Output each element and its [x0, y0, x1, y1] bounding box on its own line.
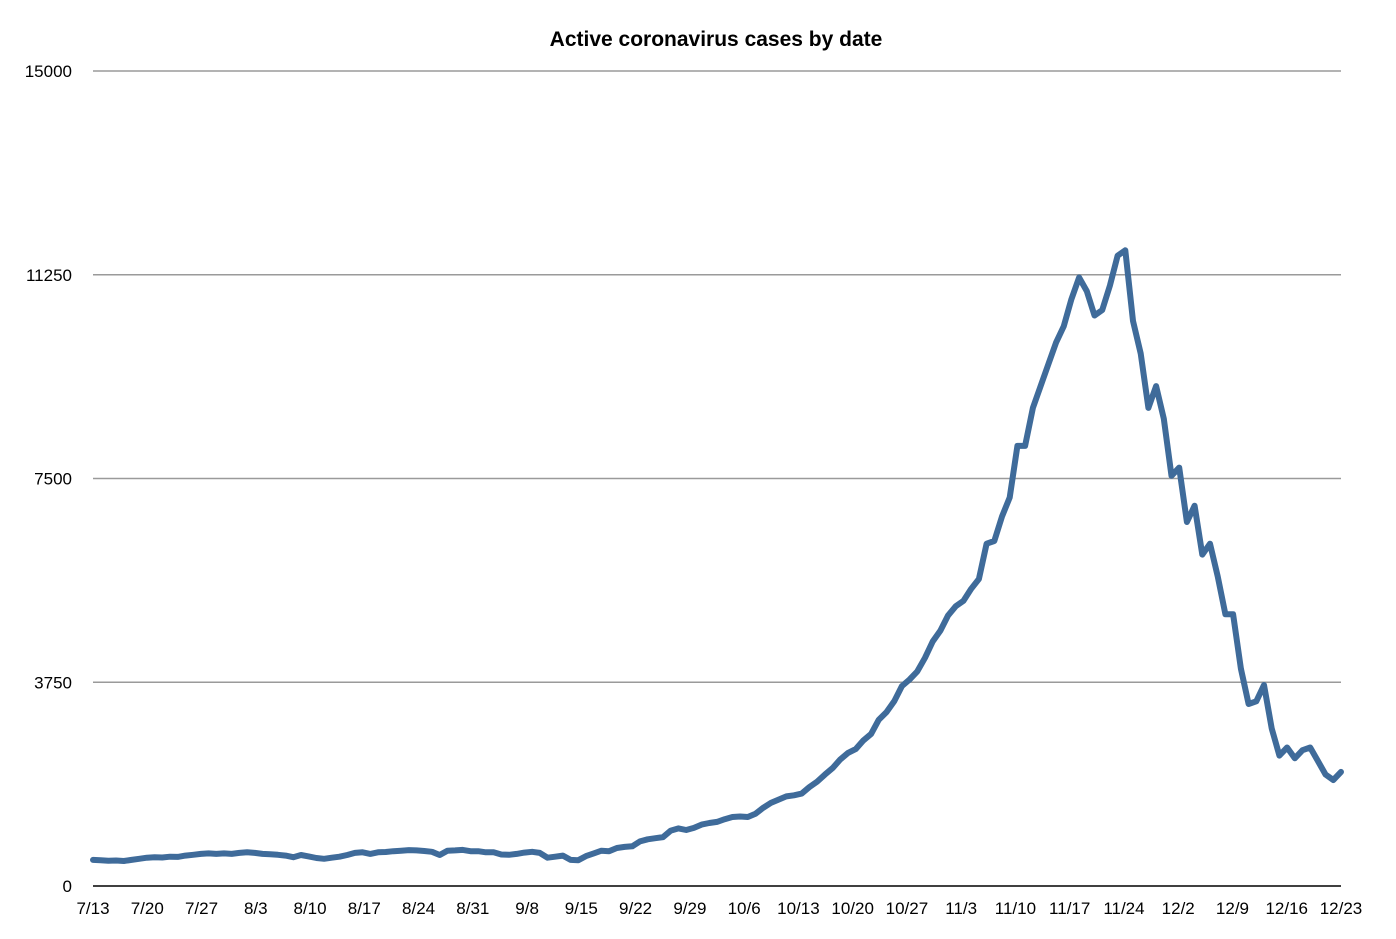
- x-tick-label: 10/6: [728, 899, 761, 918]
- x-tick-label: 8/17: [348, 899, 381, 918]
- x-tick-label: 11/10: [995, 899, 1036, 918]
- y-tick-label: 3750: [34, 673, 72, 692]
- y-tick-label: 0: [63, 877, 72, 896]
- x-tick-label: 11/3: [945, 899, 977, 918]
- x-tick-label: 7/27: [185, 899, 218, 918]
- x-tick-label: 9/29: [673, 899, 706, 918]
- x-tick-label: 12/2: [1162, 899, 1195, 918]
- chart-title: Active coronavirus cases by date: [550, 28, 883, 51]
- y-axis-tick-labels: 0 3750 7500 11250 15000: [25, 62, 72, 896]
- y-tick-label: 11250: [26, 266, 72, 285]
- y-tick-label: 15000: [25, 62, 72, 81]
- series-layer: [90, 247, 1344, 864]
- x-tick-label: 8/24: [402, 899, 435, 918]
- x-tick-label: 10/20: [831, 899, 874, 918]
- x-tick-label: 9/15: [565, 899, 598, 918]
- x-tick-label: 8/3: [244, 899, 268, 918]
- x-tick-label: 12/23: [1320, 899, 1363, 918]
- x-tick-label: 10/27: [886, 899, 929, 918]
- x-tick-label: 9/8: [515, 899, 539, 918]
- x-tick-label: 11/17: [1049, 899, 1090, 918]
- x-tick-label: 7/20: [131, 899, 164, 918]
- x-tick-label: 11/24: [1103, 899, 1144, 918]
- x-tick-label: 12/9: [1216, 899, 1249, 918]
- x-tick-label: 9/22: [619, 899, 652, 918]
- gridlines: [93, 70, 1341, 683]
- x-tick-label: 8/31: [456, 899, 489, 918]
- x-tick-label: 12/16: [1265, 899, 1308, 918]
- x-tick-label: 10/13: [777, 899, 820, 918]
- x-axis-tick-labels: 7/13 7/20 7/27 8/3 8/10 8/17 8/24 8/31 9/8 9/15 9/…: [76, 899, 1362, 918]
- x-tick-label: 8/10: [293, 899, 326, 918]
- y-tick-label: 7500: [34, 470, 72, 489]
- series-line-active-cases: [90, 247, 1344, 864]
- x-tick-label: 7/13: [76, 899, 109, 918]
